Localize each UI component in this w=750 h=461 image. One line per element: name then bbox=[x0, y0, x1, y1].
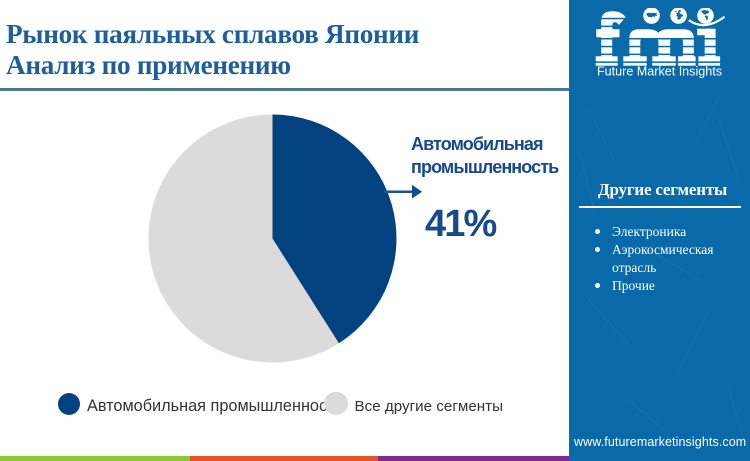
svg-text:Future Market Insights: Future Market Insights bbox=[597, 65, 722, 79]
